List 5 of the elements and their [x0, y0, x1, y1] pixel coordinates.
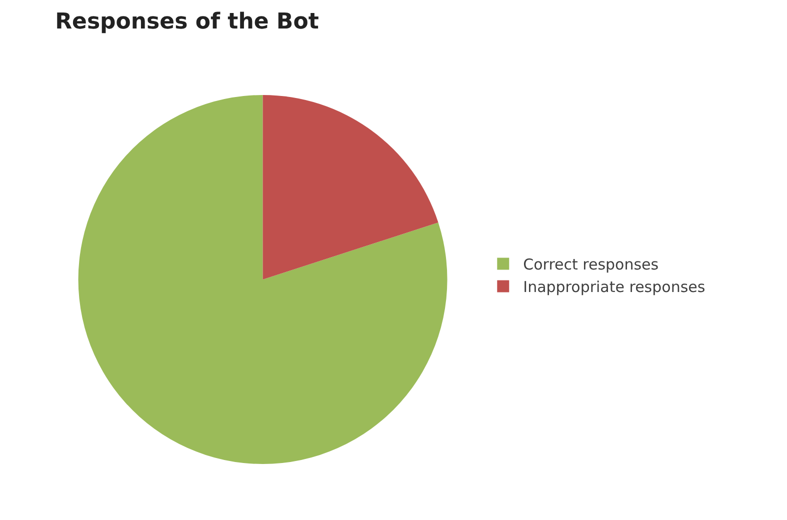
legend-label: Correct responses	[523, 256, 659, 274]
legend-label: Inappropriate responses	[523, 278, 706, 296]
pie-slice	[78, 95, 447, 464]
pie-slice	[262, 95, 438, 280]
chart-title: Responses of the Bot	[55, 9, 320, 34]
